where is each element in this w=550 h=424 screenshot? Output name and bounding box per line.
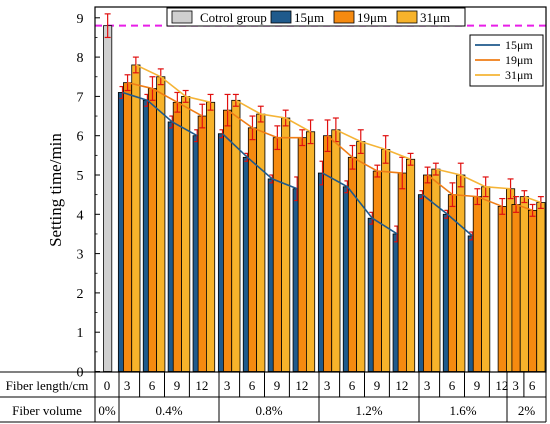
bar-31um [256, 113, 266, 372]
length-label: 9 [474, 378, 481, 393]
y-tick-label: 1 [77, 326, 84, 341]
bar-19um [528, 209, 538, 372]
legend-label: Cotrol group [200, 10, 267, 25]
bar-19um [497, 206, 507, 372]
y-tick-label: 9 [77, 12, 84, 27]
trend-line-15um [221, 133, 298, 190]
length-label: 6 [249, 378, 256, 393]
trend-line-19um [515, 203, 533, 212]
trend-line-31um [435, 168, 511, 190]
bar-19um [297, 137, 307, 372]
y-tick-label: 2 [77, 287, 84, 302]
length-label: 9 [374, 378, 381, 393]
legend-swatch [396, 10, 418, 24]
length-label: 12 [295, 378, 308, 393]
length-label: 0 [104, 378, 111, 393]
bar-19um [397, 172, 407, 372]
length-label: 12 [495, 378, 508, 393]
bar-19um [323, 135, 333, 372]
trend-line-15um [422, 194, 473, 237]
bar-19um [223, 109, 233, 372]
volume-label: 1.6% [449, 403, 476, 418]
legend-label: 31μm [420, 10, 450, 25]
bar-19um [272, 137, 282, 372]
length-label: 6 [529, 378, 536, 393]
bar-31um [536, 202, 546, 372]
control-bar [103, 25, 113, 372]
trend-line-31um [524, 195, 542, 204]
trend-line-19um [427, 174, 503, 208]
bar-31um [431, 168, 441, 372]
length-label: 3 [224, 378, 231, 393]
bar-31um [331, 129, 341, 372]
legend-line-label: 15μm [505, 38, 533, 52]
length-label: 9 [174, 378, 181, 393]
y-tick-label: 7 [77, 90, 84, 105]
bar-31um [356, 141, 366, 372]
y-tick-label: 6 [77, 130, 84, 145]
bar-31um [481, 186, 491, 372]
bar-19um [123, 82, 133, 372]
volume-label: 0.8% [255, 403, 282, 418]
length-label: 3 [512, 378, 519, 393]
volume-label: 0% [98, 403, 116, 418]
length-label: 6 [149, 378, 156, 393]
bar-31um [406, 158, 416, 372]
length-label: 3 [124, 378, 131, 393]
y-tick-label: 8 [77, 51, 84, 66]
length-label: 3 [324, 378, 331, 393]
length-label: 12 [395, 378, 408, 393]
bar-31um [306, 131, 316, 372]
trend-line-31um [135, 64, 211, 104]
bar-19um [197, 115, 207, 372]
length-label: 3 [424, 378, 431, 393]
bar-31um [519, 196, 529, 372]
legend-line-label: 19μm [505, 53, 533, 67]
bar-19um [147, 88, 158, 372]
bar-31um [281, 117, 291, 372]
bar-31um [206, 101, 216, 372]
bar-31um [381, 149, 391, 372]
bar-31um [131, 64, 141, 372]
trend-line-15um [122, 91, 198, 137]
legend-swatch [270, 10, 292, 24]
legend-label: 15μm [294, 10, 324, 25]
trend-line-15um [322, 172, 398, 235]
length-label: 6 [449, 378, 456, 393]
row-label-fiber-length: Fiber length/cm [6, 378, 89, 393]
legend-swatch [171, 10, 193, 24]
bar-19um [423, 174, 433, 372]
y-axis-label: Setting time/min [46, 133, 65, 247]
y-tick-label: 3 [77, 248, 84, 263]
y-tick-label: 5 [77, 169, 84, 184]
bar-31um [156, 76, 166, 372]
bar-19um [372, 170, 382, 372]
length-label: 6 [349, 378, 356, 393]
bar-19um [472, 196, 482, 372]
trend-line-19um [227, 109, 303, 139]
length-label: 9 [274, 378, 281, 393]
legend-swatch [333, 10, 355, 24]
bar-31um [181, 96, 191, 372]
legend-top-box [166, 7, 466, 27]
bar-19um [511, 204, 521, 372]
trend-line-31um [335, 129, 411, 161]
length-label: 12 [195, 378, 208, 393]
legend-line-label: 31μm [505, 68, 533, 82]
legend-label: 19μm [357, 10, 387, 25]
volume-label: 2% [518, 403, 536, 418]
volume-label: 1.2% [355, 403, 382, 418]
row-label-fiber-volume: Fiber volume [12, 403, 82, 418]
trend-line-31um [235, 99, 311, 133]
bar-31um [231, 99, 241, 372]
bar-19um [172, 101, 182, 372]
y-tick-label: 0 [77, 366, 84, 381]
bar-31um [456, 174, 466, 372]
volume-label: 0.4% [155, 403, 182, 418]
trend-line-19um [127, 81, 203, 117]
y-tick-label: 4 [77, 208, 84, 223]
trend-line-19um [327, 135, 403, 174]
